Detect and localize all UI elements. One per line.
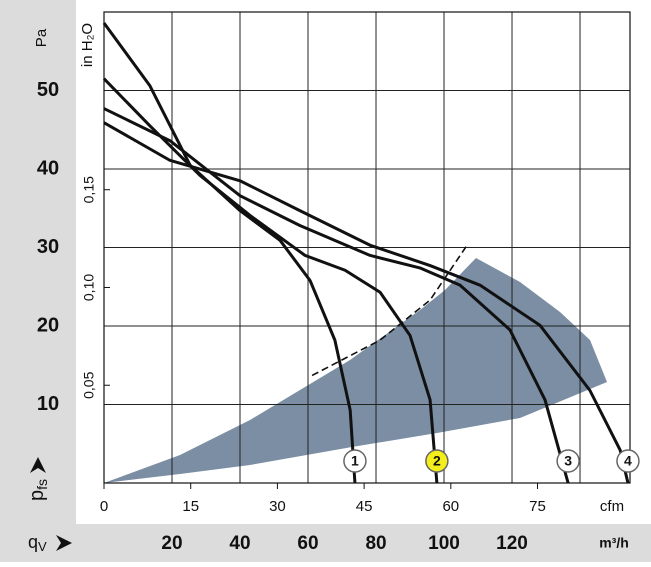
y2-tick-label: 0,15	[81, 176, 97, 203]
curve-label: 4	[624, 453, 632, 469]
y-axis-label: Pa	[33, 28, 50, 47]
x-tick-label: 20	[161, 533, 182, 554]
y-symbol-sub: fs	[34, 479, 50, 490]
x-tick-label: 60	[297, 533, 318, 554]
y2-axis-label: in H₂O	[79, 23, 96, 67]
y-tick-label: 20	[37, 314, 59, 336]
y-arrow	[30, 457, 46, 473]
fan-curve	[102, 22, 357, 484]
curve-label: 1	[351, 453, 359, 469]
curve-badge	[343, 449, 367, 473]
y-tick-label: 40	[37, 157, 59, 179]
y2-tick-label: 0,05	[81, 371, 97, 398]
y-symbol: pfs	[26, 479, 49, 501]
x-arrow	[56, 535, 72, 551]
fan-curve	[102, 77, 439, 484]
curve-label: 3	[564, 453, 572, 469]
curve-badge	[425, 449, 449, 473]
y-symbol-main: p	[26, 490, 48, 501]
x-tick-label: 80	[365, 533, 386, 554]
x2-tick-label: 60	[442, 498, 459, 515]
x2-tick-label: 75	[529, 498, 546, 515]
curve-label: 2	[433, 453, 441, 469]
x2-tick-label: 0	[100, 498, 108, 515]
plot-panel	[76, 0, 651, 524]
x2-tick-label: 45	[356, 498, 373, 515]
x2-tick-label: 15	[182, 498, 199, 515]
fan-curve	[103, 121, 630, 484]
reference-line	[311, 243, 469, 377]
operating-region	[104, 258, 607, 483]
y-tick-label: 30	[37, 236, 59, 258]
fan-curve	[103, 107, 570, 484]
x-symbol: qV	[28, 532, 47, 555]
x-tick-label: 40	[229, 533, 250, 554]
x-tick-label: 120	[496, 533, 528, 554]
plot-frame	[103, 11, 631, 484]
x2-tick-label: 30	[269, 498, 286, 515]
curve-badge	[616, 449, 640, 473]
y2-tick-label: 0,10	[81, 274, 97, 301]
x-symbol-sub: V	[38, 539, 47, 554]
curve-badge	[556, 449, 580, 473]
y-tick-label: 50	[37, 79, 59, 101]
x2-axis-label: cfm	[600, 498, 624, 515]
x-symbol-main: q	[28, 532, 38, 552]
x-axis-label: m³/h	[599, 535, 629, 551]
x-tick-label: 100	[428, 533, 460, 554]
y-tick-label: 10	[37, 393, 59, 415]
